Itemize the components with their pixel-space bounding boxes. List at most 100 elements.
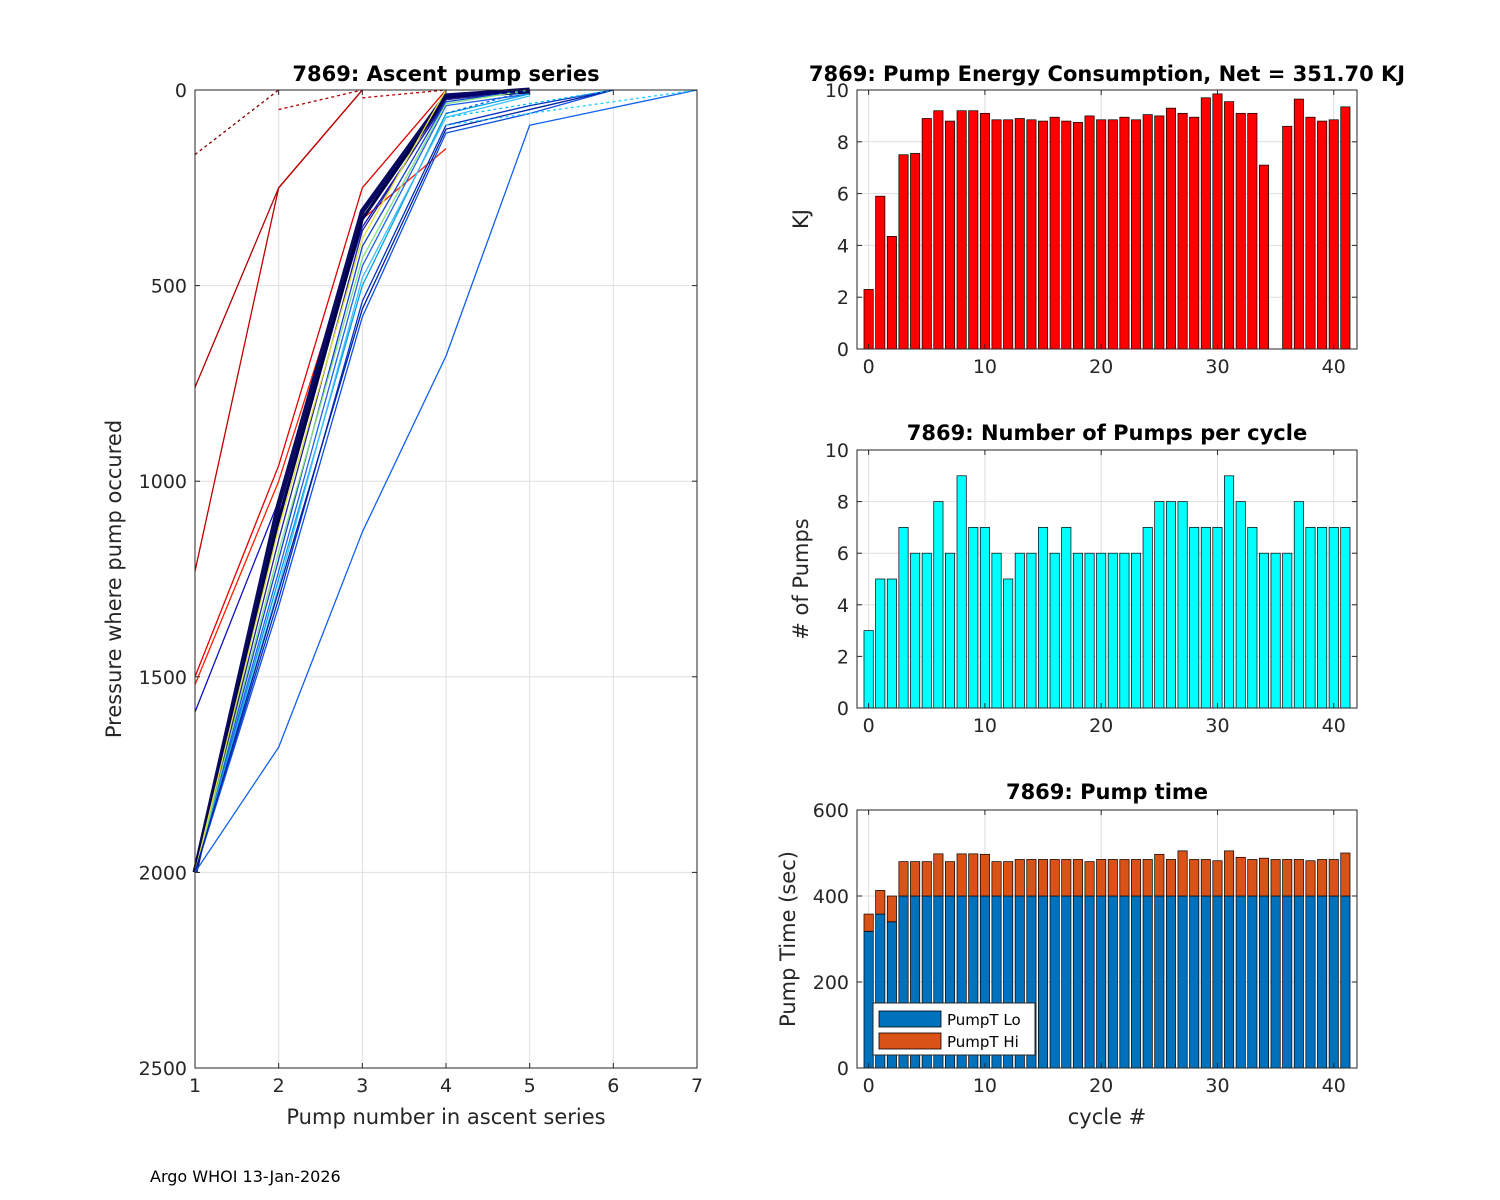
pump-count-bar <box>933 501 944 709</box>
energy-bar <box>875 195 886 350</box>
pump-time-hi-bar <box>1177 850 1188 897</box>
pump-series-line <box>445 89 614 119</box>
pump-time-hi-bar <box>968 853 979 897</box>
pump-count-bar <box>1003 578 1014 709</box>
x-tick-label: 40 <box>1322 1075 1346 1097</box>
pump-count-bar <box>1212 527 1223 709</box>
legend-swatch-lo <box>878 1010 942 1028</box>
pump-count-bar <box>886 578 897 709</box>
pump-time-hi-bar <box>863 913 874 932</box>
pump-series-line <box>194 95 530 873</box>
energy-bar <box>921 118 932 350</box>
pump-time-hi-bar <box>898 861 909 897</box>
energy-bar <box>1026 119 1037 350</box>
pump-time-lo-bar <box>1270 895 1281 1069</box>
pump-count-bar <box>1084 552 1095 709</box>
energy-bar <box>1305 116 1316 350</box>
energy-bar <box>1177 112 1188 350</box>
pump-time-lo-bar <box>1224 895 1235 1069</box>
pumps-bars <box>863 475 1351 709</box>
energy-bar <box>1003 119 1014 350</box>
pump-series-line <box>194 93 530 873</box>
pump-time-lo-bar <box>1142 895 1153 1069</box>
y-tick-label: 0 <box>837 339 849 361</box>
x-tick-label: 3 <box>356 1075 368 1097</box>
ascent-ticks: 1 2 3 4 5 6 7 0 500 1000 1500 2000 2500 <box>139 80 703 1097</box>
y-tick-label: 10 <box>825 440 849 462</box>
pump-count-bar <box>863 630 874 709</box>
energy-consumption-axes: 7869: Pump Energy Consumption, Net = 351… <box>789 62 1405 378</box>
energy-bar <box>1328 119 1339 350</box>
energy-bar <box>991 119 1002 350</box>
pump-time-hi-bar <box>1200 859 1211 897</box>
pump-time-lo-bar <box>1154 895 1165 1069</box>
x-tick-label: 20 <box>1089 356 1113 378</box>
pump-time-lo-bar <box>1200 895 1211 1069</box>
x-tick-label: 7 <box>691 1075 703 1097</box>
pump-count-bar <box>1107 552 1118 709</box>
pump-time-hi-bar <box>1224 850 1235 897</box>
energy-bar <box>1014 118 1025 350</box>
x-tick-label: 30 <box>1205 356 1229 378</box>
pump-time-hi-bar <box>1131 859 1142 897</box>
time-y-axis-label: Pump Time (sec) <box>776 851 800 1027</box>
pump-time-hi-bar <box>1026 859 1037 897</box>
pump-time-lo-bar <box>1235 895 1246 1069</box>
pump-count-bar <box>1177 501 1188 709</box>
pump-time-hi-bar <box>1154 853 1165 897</box>
y-tick-label: 400 <box>813 886 849 908</box>
pump-count-bar <box>1049 552 1060 709</box>
pump-time-hi-bar <box>991 861 1002 897</box>
energy-bar <box>1235 112 1246 350</box>
y-tick-label: 4 <box>837 235 849 257</box>
pump-time-lo-bar <box>1165 895 1176 1069</box>
y-tick-label: 2000 <box>139 862 187 884</box>
pump-series-line <box>194 89 614 873</box>
x-tick-label: 40 <box>1322 715 1346 737</box>
pump-time-hi-bar <box>1189 859 1200 897</box>
pump-series-line <box>194 89 447 873</box>
y-tick-label: 1500 <box>139 667 187 689</box>
pump-time-lo-bar <box>1131 895 1142 1069</box>
time-chart-title: 7869: Pump time <box>1006 780 1208 804</box>
pump-time-hi-bar <box>921 861 932 897</box>
legend-label-hi: PumpT Hi <box>947 1033 1019 1051</box>
energy-bar <box>886 235 897 350</box>
pump-series-line <box>194 89 698 873</box>
energy-bar <box>1154 115 1165 350</box>
pump-time-hi-bar <box>875 890 886 915</box>
pump-time-lo-bar <box>1247 895 1258 1069</box>
energy-bar <box>1247 112 1258 350</box>
time-axes-box <box>856 809 1358 1069</box>
pump-count-bar <box>1328 527 1339 709</box>
pump-time-hi-bar <box>1142 859 1153 897</box>
pump-time-hi-bar <box>1072 859 1083 897</box>
pump-count-bar <box>910 552 921 709</box>
pump-count-bar <box>1270 552 1281 709</box>
y-tick-label: 200 <box>813 972 849 994</box>
pump-time-hi-bar <box>910 861 921 897</box>
pump-time-hi-bar <box>1235 856 1246 897</box>
pump-time-hi-bar <box>1014 859 1025 897</box>
pump-count-bar <box>1340 527 1351 709</box>
energy-bar <box>1131 119 1142 350</box>
energy-bar <box>1142 114 1153 350</box>
energy-bar <box>1049 116 1060 350</box>
y-tick-label: 8 <box>837 492 849 514</box>
energy-bar <box>910 153 921 350</box>
pump-count-bar <box>1165 501 1176 709</box>
y-tick-label: 2500 <box>139 1058 187 1080</box>
pump-time-hi-bar <box>1061 859 1072 897</box>
pump-count-bar <box>1317 527 1328 709</box>
pumps-axes-box <box>856 449 1358 709</box>
energy-bar <box>1165 107 1176 350</box>
energy-ticks: 0 10 20 30 40 0 2 4 6 8 10 <box>825 80 1357 378</box>
footer-credit: Argo WHOI 13-Jan-2026 <box>150 1167 341 1186</box>
pump-series-line <box>278 89 363 111</box>
pump-time-hi-bar <box>886 895 897 923</box>
pump-count-bar <box>1119 552 1130 709</box>
pump-count-bar <box>1154 501 1165 709</box>
pump-count-bar <box>991 552 1002 709</box>
legend-label-lo: PumpT Lo <box>947 1011 1021 1029</box>
x-tick-label: 6 <box>607 1075 619 1097</box>
